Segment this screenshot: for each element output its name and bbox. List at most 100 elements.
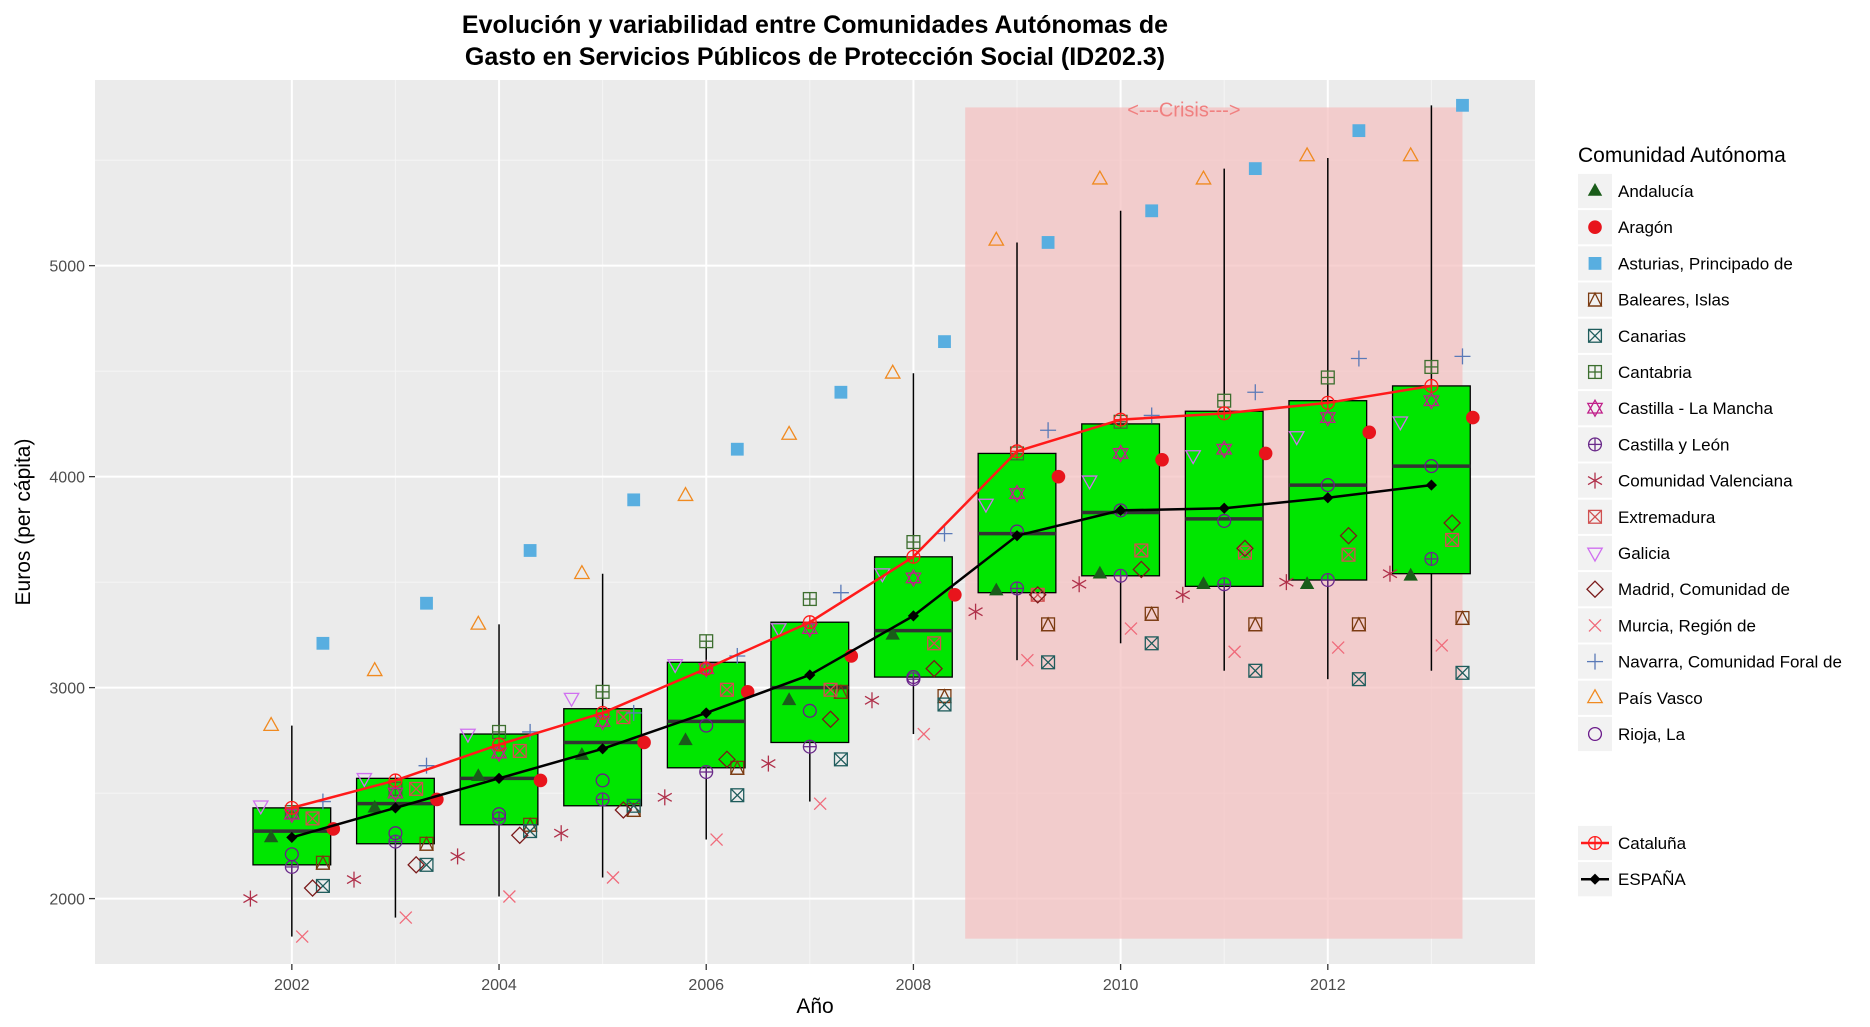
legend-symbol	[1587, 183, 1603, 196]
y-tick-label: 5000	[49, 259, 85, 276]
point-pa-s-vasco	[780, 425, 798, 440]
point-murcia-regi-n-de	[1228, 645, 1242, 659]
legend-key	[1578, 535, 1612, 571]
point-andaluc-a	[263, 829, 279, 843]
point-canarias	[730, 788, 745, 803]
point-comunidad-valenciana	[761, 755, 776, 772]
point-navarra-comunidad-foral-de	[1040, 422, 1057, 439]
line-point-espana	[1322, 492, 1334, 504]
point-canarias	[937, 697, 952, 712]
y-tick-label: 2000	[49, 892, 85, 909]
point-canarias	[833, 752, 848, 767]
x-tick-label: 2012	[1310, 977, 1346, 994]
line-point-espana	[700, 707, 712, 719]
line-point-espana	[804, 669, 816, 681]
line-point-cataluna	[1217, 406, 1232, 421]
line-point-espana	[907, 610, 920, 622]
point-navarra-comunidad-foral-de	[418, 757, 435, 774]
point-castilla-y-le-n	[595, 792, 610, 807]
line-point-cataluna	[1424, 378, 1439, 393]
line-point-cataluna	[1009, 444, 1025, 459]
point-castilla-la-mancha	[1215, 439, 1233, 459]
point-castilla-la-mancha	[1423, 391, 1440, 411]
point-pa-s-vasco	[469, 614, 487, 630]
line-españa	[291, 483, 1432, 839]
point-cantabria	[1424, 359, 1439, 374]
point-castilla-y-le-n	[1009, 581, 1025, 596]
point-canarias	[1248, 663, 1263, 678]
point-baleares-islas	[1247, 616, 1263, 632]
point-extremadura	[1445, 532, 1460, 547]
point-galicia	[1392, 416, 1409, 432]
point-comunidad-valenciana	[553, 825, 569, 842]
point-comunidad-valenciana	[864, 692, 880, 709]
legend-symbol	[1587, 328, 1603, 343]
legend-label: Rioja, La	[1618, 725, 1686, 744]
point-pa-s-vasco	[1091, 169, 1109, 185]
legend-symbol	[1586, 580, 1604, 599]
legend-item: Andalucía	[1578, 173, 1694, 209]
legend: Comunidad Autónoma Andalucía Aragón Asturia…	[1578, 144, 1842, 897]
legend-item: Asturias, Principado de	[1578, 246, 1793, 281]
point-baleares-islas	[937, 688, 952, 704]
point-madrid-comunidad-de	[1443, 514, 1462, 532]
legend-symbol	[1586, 398, 1604, 418]
point-castilla-la-mancha	[905, 568, 922, 588]
point-madrid-comunidad-de	[821, 710, 840, 729]
point-rioja-la	[1217, 513, 1232, 528]
point-comunidad-valenciana	[243, 890, 258, 907]
point-navarra-comunidad-foral-de	[832, 584, 849, 601]
legend-key	[1578, 572, 1612, 607]
point-castilla-y-le-n	[1217, 577, 1232, 592]
point-baleares-islas	[1040, 616, 1056, 632]
point-murcia-regi-n-de	[813, 797, 827, 811]
point-cantabria	[595, 684, 610, 699]
chart-title-line2: Gasto en Servicios Públicos de Protecció…	[465, 43, 1165, 71]
legend-label: Baleares, Islas	[1618, 291, 1730, 310]
point-galicia	[356, 772, 373, 788]
point-baleares-islas	[419, 835, 434, 851]
point-castilla-la-mancha	[1112, 444, 1129, 463]
point-navarra-comunidad-foral-de	[1454, 348, 1471, 365]
point-madrid-comunidad-de	[925, 659, 944, 678]
point-rioja-la	[1320, 478, 1335, 493]
legend-key	[1578, 716, 1612, 752]
point-murcia-regi-n-de	[1020, 653, 1034, 667]
point-madrid-comunidad-de	[407, 855, 426, 874]
point-arag-n	[1155, 452, 1169, 467]
point-cantabria	[906, 534, 921, 550]
legend-label: Murcia, Región de	[1618, 616, 1756, 635]
point-asturias-principado-de	[627, 493, 641, 507]
point-asturias-principado-de	[834, 385, 848, 399]
point-pa-s-vasco	[1298, 146, 1316, 162]
legend-label: Navarra, Comunidad Foral de	[1618, 653, 1842, 672]
legend-item: Cataluña	[1578, 825, 1687, 861]
point-canarias	[419, 857, 434, 872]
line-point-espana	[389, 802, 402, 814]
point-arag-n	[1362, 425, 1377, 440]
point-extremadura	[823, 682, 838, 697]
legend-symbol	[1587, 653, 1603, 670]
point-galicia	[459, 728, 477, 744]
x-tick-label: 2004	[481, 977, 517, 994]
legend-symbol	[1586, 688, 1604, 704]
point-comunidad-valenciana	[450, 848, 465, 865]
point-asturias-principado-de	[730, 442, 744, 456]
point-andaluc-a	[781, 692, 797, 706]
point-madrid-comunidad-de	[614, 801, 633, 819]
point-pa-s-vasco	[573, 564, 591, 580]
point-galicia	[977, 498, 995, 514]
legend-symbol	[1588, 257, 1602, 270]
legend-label: Madrid, Comunidad de	[1618, 580, 1790, 599]
point-comunidad-valenciana	[968, 603, 983, 620]
point-cantabria	[802, 591, 817, 607]
point-arag-n	[533, 773, 548, 788]
point-baleares-islas	[729, 759, 745, 775]
point-galicia	[252, 800, 270, 816]
legend-symbol	[1586, 547, 1604, 563]
legend-label: País Vasco	[1618, 689, 1703, 708]
legend-item: Madrid, Comunidad de	[1578, 572, 1790, 607]
point-pa-s-vasco	[262, 716, 280, 732]
data-points	[243, 98, 1480, 944]
